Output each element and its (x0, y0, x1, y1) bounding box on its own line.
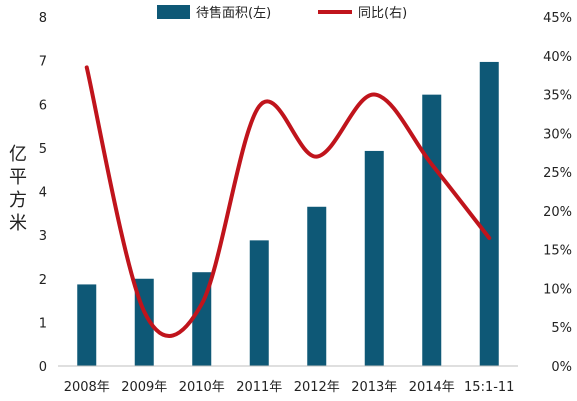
x-tick-label: 2008年 (64, 380, 110, 395)
left-tick-label: 8 (39, 11, 47, 26)
x-tick-label: 15:1-11 (464, 380, 514, 395)
right-tick-label: 30% (543, 127, 572, 142)
line-series (84, 65, 492, 338)
right-tick-label: 45% (543, 11, 572, 26)
x-tick-label: 2010年 (179, 380, 225, 395)
bar (249, 240, 269, 366)
right-tick-label: 10% (543, 282, 572, 297)
bar (422, 94, 442, 366)
bar (77, 284, 97, 366)
right-tick-label: 20% (543, 205, 572, 220)
right-axis: 0% 5% 10% 15% 20% 25% 30% 35% 40% 45% (543, 11, 572, 375)
right-tick-label: 40% (543, 50, 572, 65)
x-tick-label: 2013年 (351, 380, 397, 395)
bar (364, 150, 384, 366)
left-tick-label: 5 (39, 142, 47, 157)
bar (307, 206, 327, 366)
right-tick-label: 5% (551, 321, 572, 336)
legend: 待售面积(左) 同比(右) (157, 5, 407, 21)
x-tick-label: 2011年 (236, 380, 282, 395)
left-tick-label: 1 (39, 316, 47, 331)
right-tick-label: 35% (543, 89, 572, 104)
right-tick-label: 0% (551, 360, 572, 375)
bar-series (77, 61, 499, 367)
y-axis-label: 亿平方米 (9, 144, 27, 234)
left-tick-label: 2 (39, 273, 47, 288)
right-tick-label: 25% (543, 166, 572, 181)
left-axis: 0 1 2 3 4 5 6 7 8 (39, 11, 47, 375)
right-tick-label: 15% (543, 244, 572, 259)
x-tick-label: 2009年 (121, 380, 167, 395)
x-axis: 2008年 2009年 2010年 2011年 2012年 2013年 2014年 15:1-… (64, 380, 515, 395)
legend-swatch-bar (157, 5, 190, 19)
left-tick-label: 3 (39, 229, 47, 244)
legend-label-bar: 待售面积(左) (196, 5, 271, 21)
left-tick-label: 4 (39, 186, 47, 201)
x-tick-label: 2012年 (294, 380, 340, 395)
left-tick-label: 6 (39, 98, 47, 113)
legend-label-line: 同比(右) (358, 6, 407, 21)
x-tick-label: 2014年 (409, 380, 455, 395)
left-tick-label: 0 (39, 360, 47, 375)
left-tick-label: 7 (39, 55, 47, 70)
bar (479, 61, 499, 367)
